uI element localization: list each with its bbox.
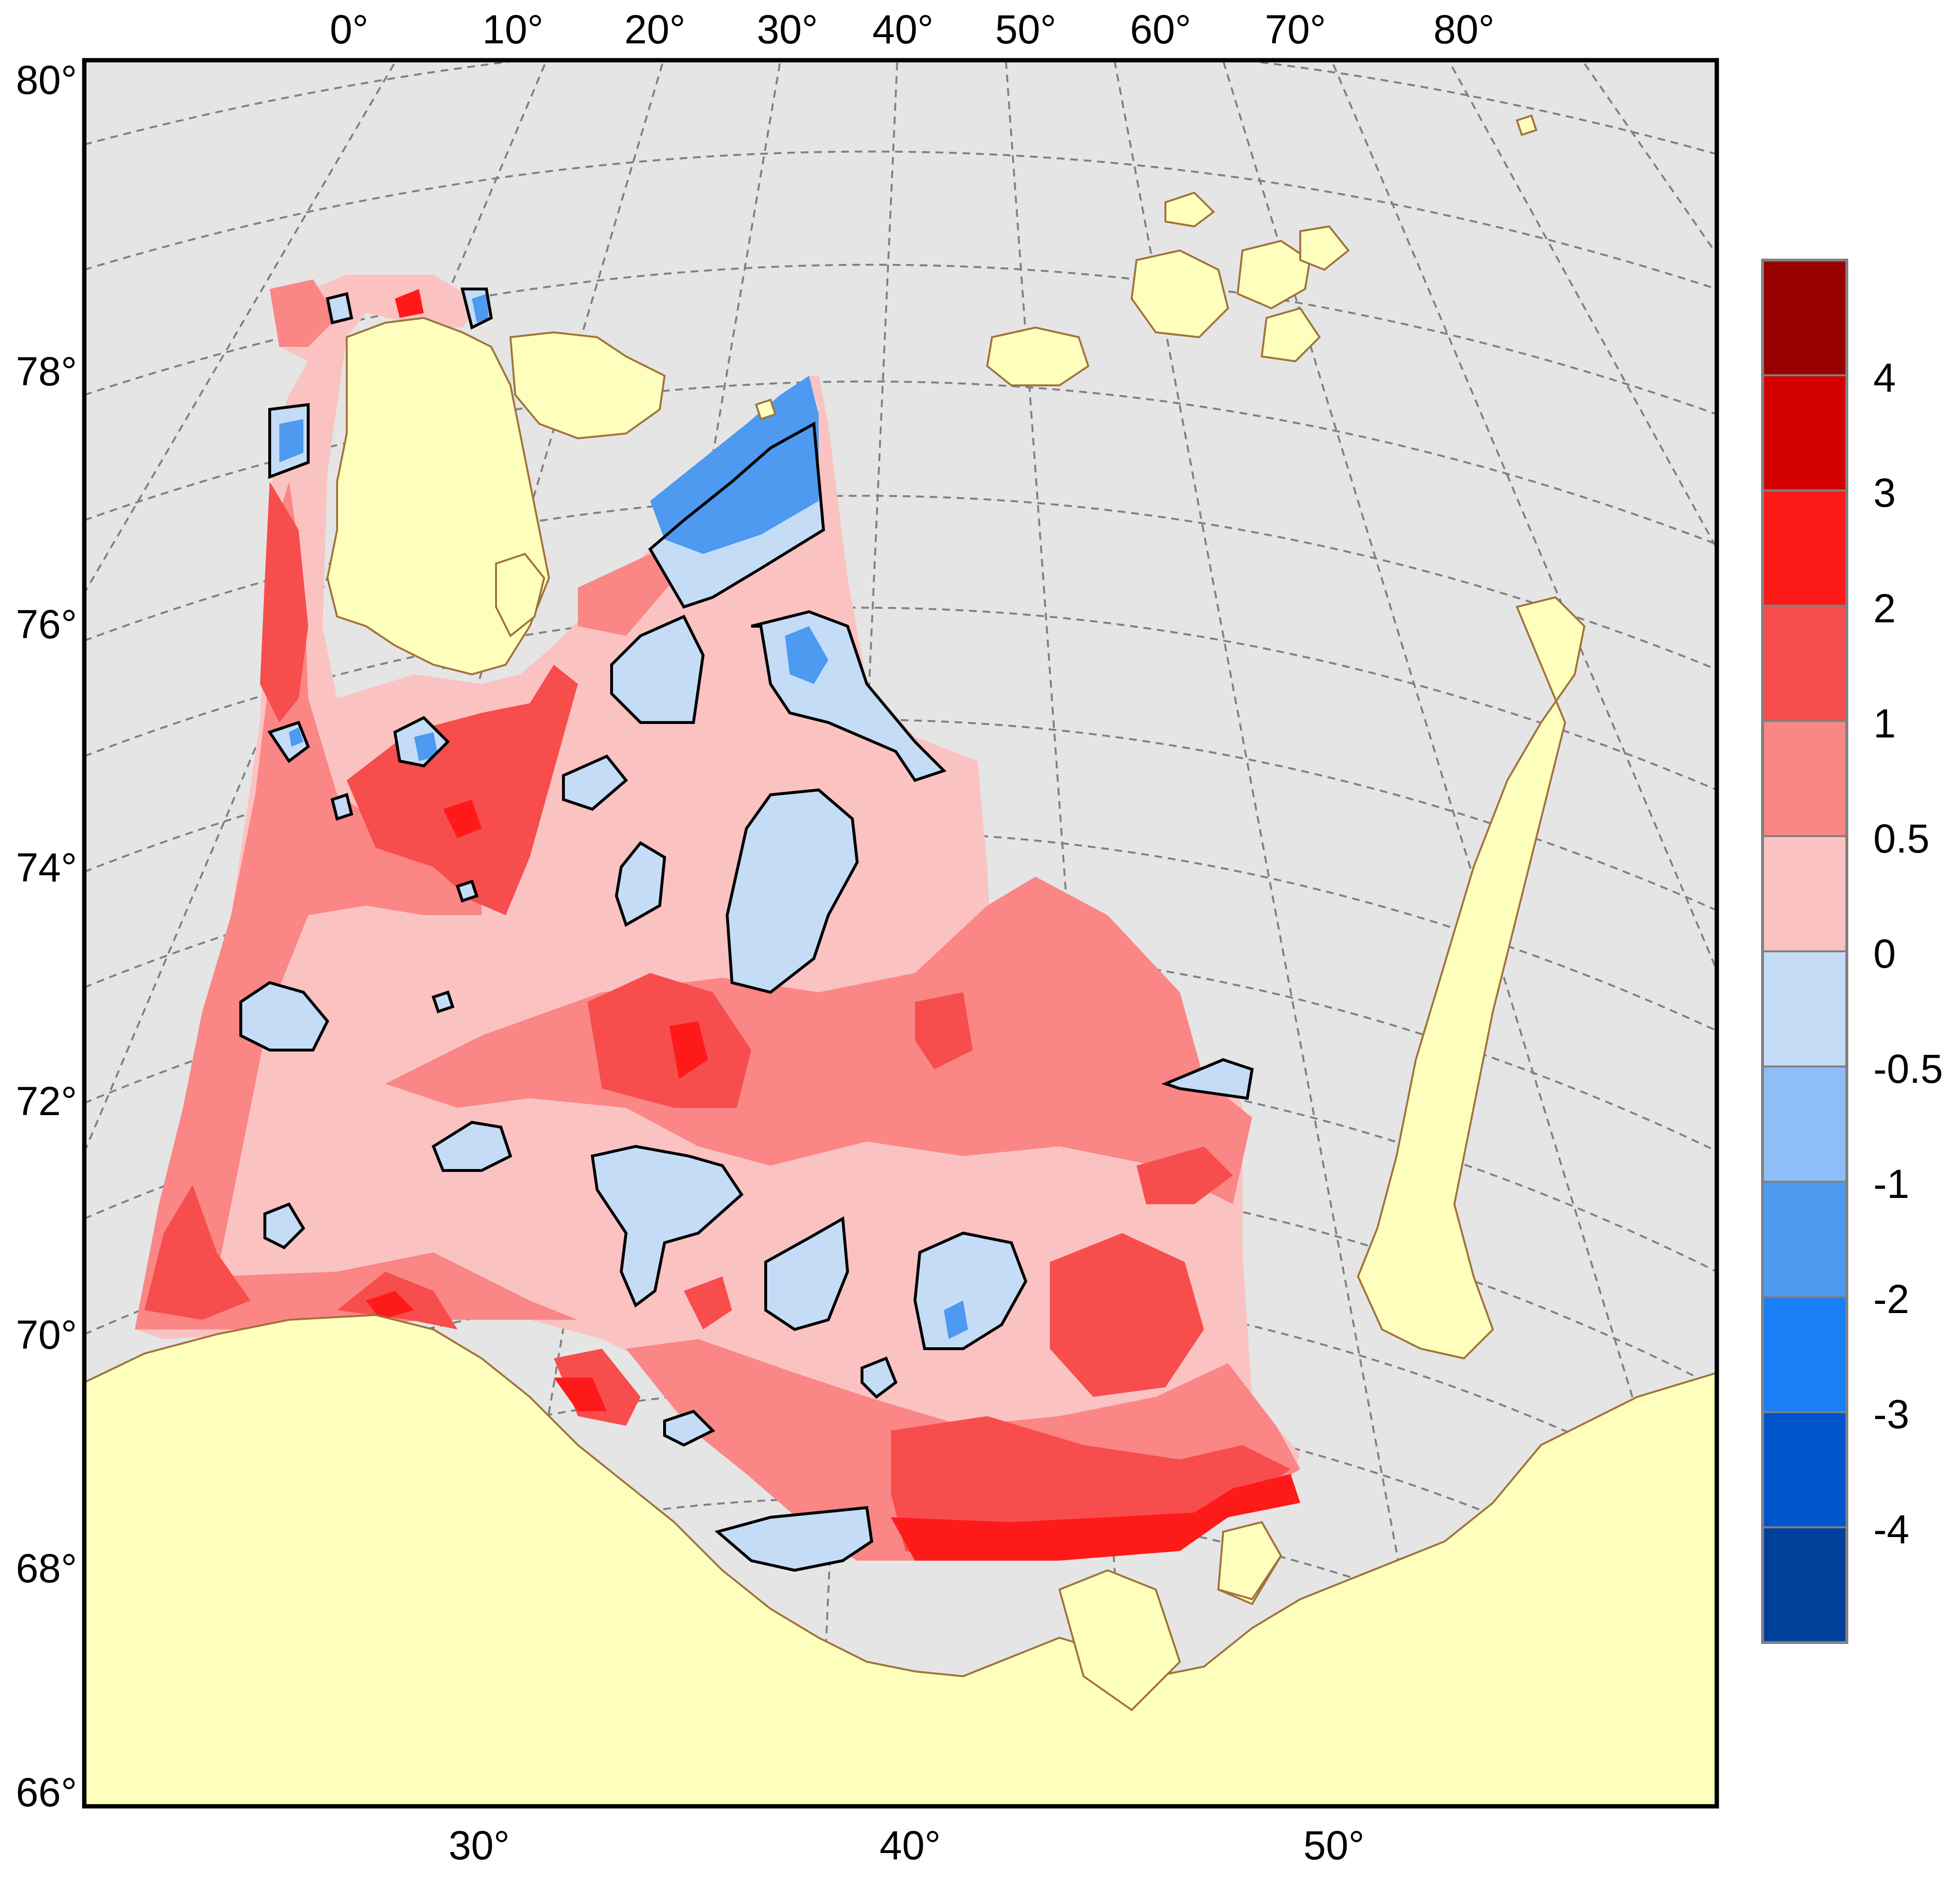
lon-label-top: 10°	[482, 7, 543, 52]
lon-label-top: 40°	[872, 7, 933, 52]
lon-label-top: 60°	[1130, 7, 1191, 52]
map-frame	[82, 58, 1719, 1809]
legend-label: 0.5	[1873, 816, 1930, 861]
legend-label: 1	[1873, 701, 1896, 746]
latitude-labels: 80° 78° 76° 74° 72° 70° 68° 66°	[16, 57, 77, 1815]
legend-label: 4	[1873, 355, 1896, 400]
bear-island	[755, 398, 777, 421]
svalbard-nordaustlandet	[509, 331, 666, 440]
kola-inlet-land	[1058, 1569, 1181, 1711]
lon-label-top: 20°	[624, 7, 685, 52]
lon-label-top: 70°	[1265, 7, 1326, 52]
anomaly-field-strong-negative	[279, 294, 968, 1339]
legend-label: 2	[1873, 586, 1896, 631]
zero-contours	[239, 288, 1254, 1572]
lat-label: 68°	[16, 1546, 77, 1591]
lon-label-bottom: 40°	[879, 1823, 941, 1868]
land	[84, 114, 1717, 1806]
novaya-zemlya	[1357, 596, 1586, 1360]
franz-josef-land-1	[986, 326, 1090, 386]
legend-color-box	[1762, 950, 1848, 1068]
legend-color-box	[1762, 720, 1848, 837]
legend-color-box	[1762, 1411, 1848, 1528]
franz-josef-land-2	[1130, 249, 1229, 339]
legend-color-box	[1762, 1065, 1848, 1183]
lat-label: 70°	[16, 1312, 77, 1357]
lon-label-top: 0°	[330, 7, 368, 52]
franz-josef-land-5	[1164, 191, 1215, 228]
legend-color-box	[1762, 1526, 1848, 1643]
legend-label: 0	[1873, 931, 1896, 976]
lat-label: 72°	[16, 1078, 77, 1124]
legend-color-box	[1762, 489, 1848, 607]
lat-label: 80°	[16, 57, 77, 103]
lat-label: 76°	[16, 602, 77, 647]
legend-color-box	[1762, 374, 1848, 492]
victoria-island	[1516, 114, 1538, 136]
franz-josef-land-3	[1236, 239, 1311, 310]
color-legend: 4 3 2 1 0.5 0 -0.5 -1 -2 -3 -4	[1761, 259, 1943, 1644]
legend-color-box	[1762, 1296, 1848, 1413]
bottom-longitude-labels: 30° 40° 50°	[448, 1823, 1364, 1868]
svalbard-spitsbergen	[326, 316, 550, 676]
kolguev-island	[1217, 1521, 1282, 1601]
franz-josef-land-4	[1260, 307, 1321, 363]
legend-label: 3	[1873, 470, 1896, 515]
legend-color-box	[1762, 259, 1848, 377]
legend-frame	[1761, 259, 1848, 1644]
lat-label: 78°	[16, 349, 77, 394]
legend-label: -1	[1873, 1161, 1909, 1207]
legend-color-box	[1762, 835, 1848, 953]
lon-label-top: 50°	[995, 7, 1056, 52]
legend-label: -0.5	[1873, 1046, 1943, 1091]
lon-label-bottom: 50°	[1303, 1823, 1364, 1868]
legend-color-box	[1762, 1181, 1848, 1298]
anomaly-field-0-to-0.5	[135, 275, 1300, 1561]
legend-color-box	[1762, 605, 1848, 722]
franz-josef-land-6	[1299, 225, 1350, 271]
legend-label: -3	[1873, 1392, 1909, 1437]
lon-label-bottom: 30°	[448, 1823, 510, 1868]
lon-label-top: 30°	[757, 7, 818, 52]
anomaly-field-2-to-3	[366, 289, 1300, 1561]
edgeoya	[495, 552, 546, 638]
lat-label: 74°	[16, 845, 77, 890]
legend-label: -2	[1873, 1276, 1909, 1322]
lat-label: 66°	[16, 1770, 77, 1815]
mainland-scandinavia-russia	[84, 1314, 1717, 1806]
legend-label: -4	[1873, 1507, 1909, 1552]
lon-label-top: 80°	[1433, 7, 1494, 52]
top-longitude-labels: 0° 10° 20° 30° 40° 50° 60° 70° 80°	[330, 7, 1495, 52]
